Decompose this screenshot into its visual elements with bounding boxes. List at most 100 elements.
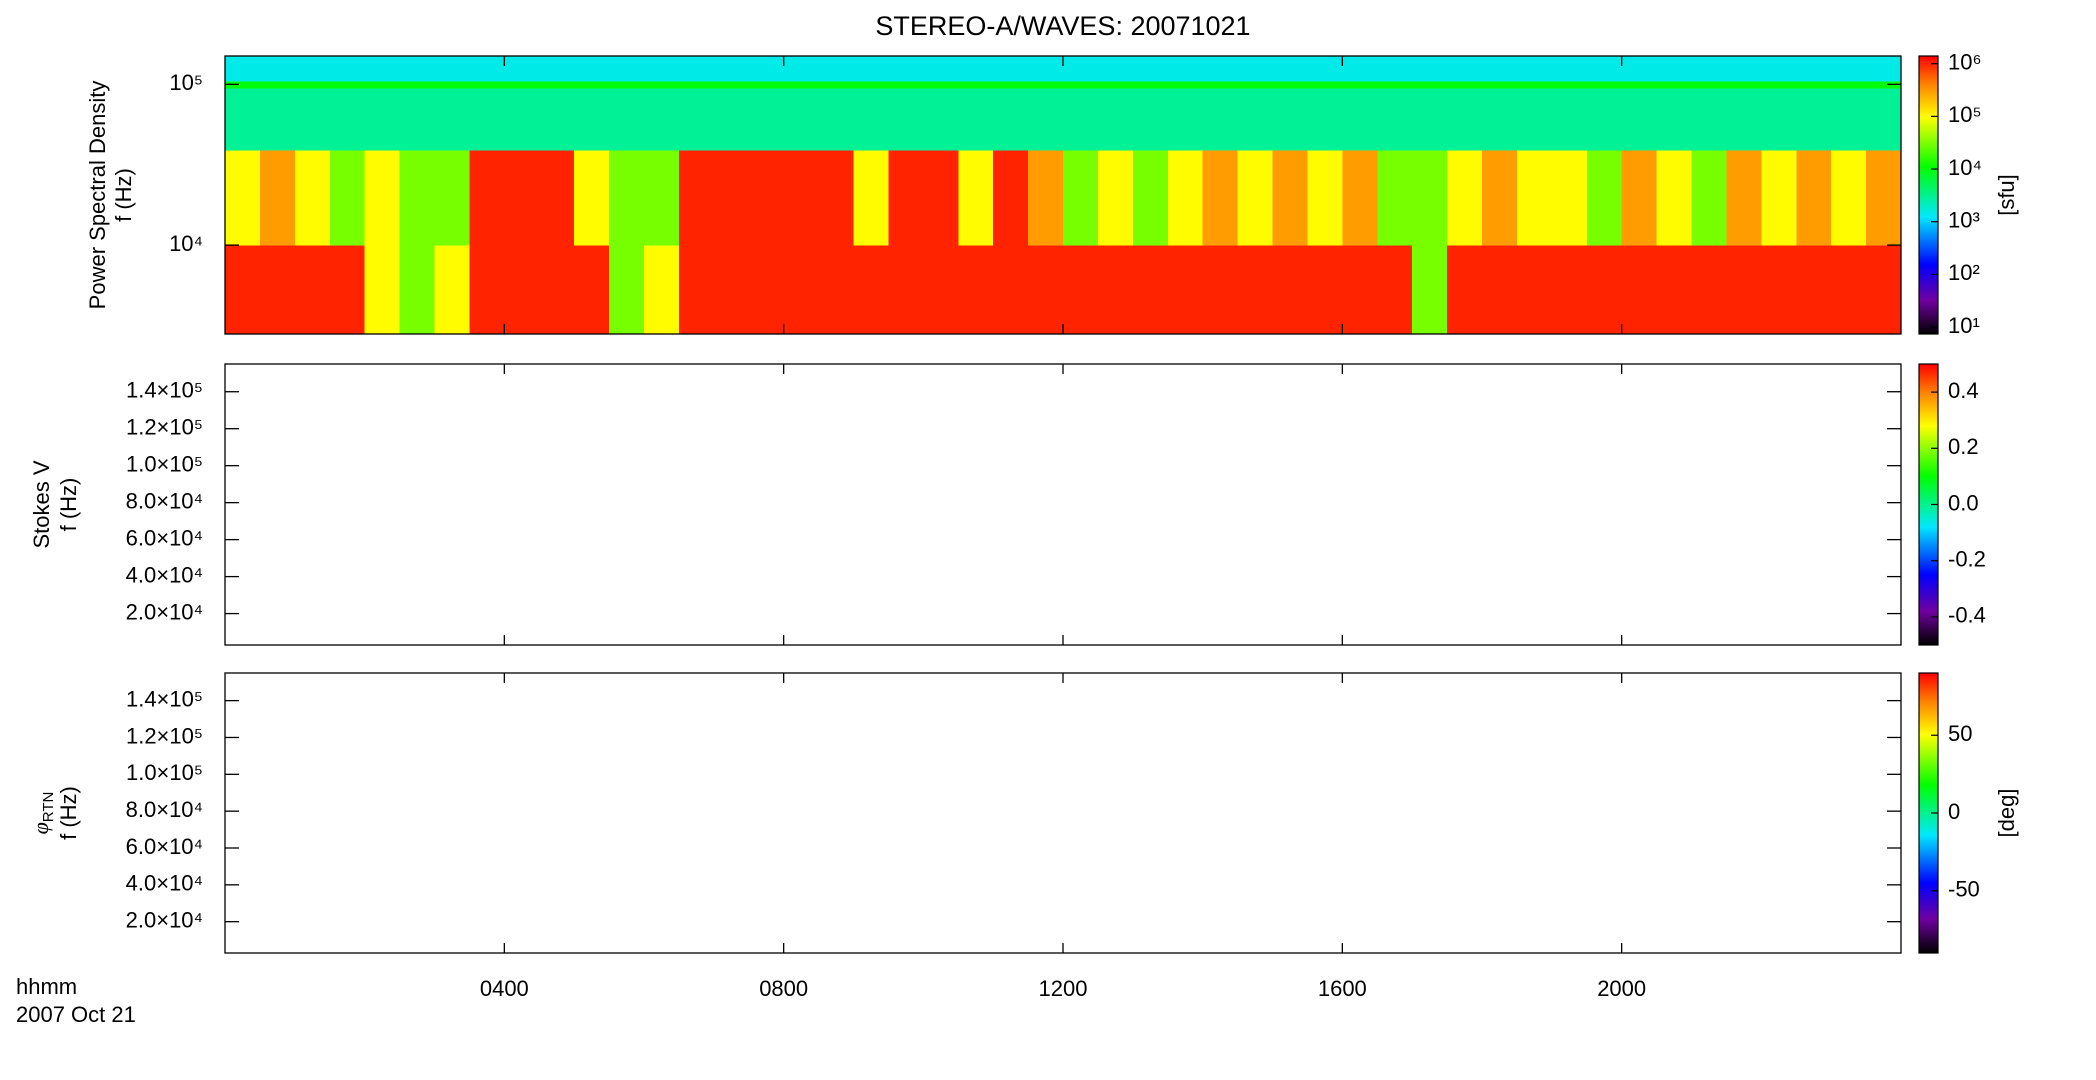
heatmap-cell xyxy=(1097,245,1134,335)
heatmap-cell xyxy=(504,245,540,335)
colorbar-tick-label: 50 xyxy=(1948,721,1972,746)
heatmap-cell xyxy=(294,87,331,151)
heatmap-cell xyxy=(1342,87,1378,151)
heatmap-cell xyxy=(294,56,331,82)
heatmap-cell xyxy=(294,80,331,89)
heatmap-cell xyxy=(853,80,890,89)
heatmap-cell xyxy=(818,150,855,246)
heatmap-cell xyxy=(1866,80,1902,89)
heatmap-cell xyxy=(259,150,296,246)
heatmap-cell xyxy=(1586,150,1623,246)
heatmap-cell xyxy=(958,80,994,89)
heatmap-cell xyxy=(853,56,890,82)
heatmap-cell xyxy=(1063,150,1099,246)
heatmap-cell xyxy=(1132,150,1169,246)
heatmap-cell xyxy=(888,56,924,82)
heatmap-cell xyxy=(783,56,820,82)
heatmap-cell xyxy=(1377,56,1413,82)
heatmap-cell xyxy=(1621,245,1658,335)
heatmap-cell xyxy=(1307,80,1343,89)
heatmap-cell xyxy=(1167,245,1204,335)
heatmap-cell xyxy=(923,87,959,151)
y-tick-label: 2.0×10⁴ xyxy=(126,599,203,624)
heatmap-cell xyxy=(1831,80,1867,89)
heatmap-cell xyxy=(1097,150,1134,246)
heatmap-cell xyxy=(713,150,750,246)
heatmap-cell xyxy=(1866,56,1902,82)
heatmap-cell xyxy=(1726,87,1762,151)
heatmap-cell xyxy=(644,245,680,335)
heatmap-cell xyxy=(329,150,366,246)
heatmap-cell xyxy=(1132,56,1169,82)
heatmap-cell xyxy=(294,245,331,335)
heatmap-cell xyxy=(783,80,820,89)
heatmap-cell xyxy=(644,56,680,82)
heatmap-cell xyxy=(539,150,575,246)
heatmap-cell xyxy=(1796,245,1832,335)
heatmap-cell xyxy=(818,87,855,151)
y-axis-label: Stokes V xyxy=(29,460,54,548)
heatmap-cell xyxy=(1866,87,1902,151)
y-axis-label-symbol: φ xyxy=(28,822,53,834)
heatmap-cell xyxy=(1761,56,1797,82)
y-axis-label: f (Hz) xyxy=(56,478,81,532)
x-tick-label: 2000 xyxy=(1597,976,1646,1001)
heatmap-cell xyxy=(434,245,471,335)
y-tick-label: 1.2×10⁵ xyxy=(126,723,203,748)
heatmap-cell xyxy=(1691,87,1728,151)
heatmap-cell xyxy=(1272,56,1309,82)
heatmap-cell xyxy=(329,245,366,335)
heatmap-cell xyxy=(1656,80,1693,89)
heatmap-cell xyxy=(469,87,505,151)
heatmap-cell xyxy=(1272,87,1309,151)
heatmap-cell xyxy=(1307,56,1343,82)
heatmap-cell xyxy=(644,87,680,151)
heatmap-cell xyxy=(1342,56,1378,82)
heatmap-cell xyxy=(713,56,750,82)
heatmap-cell xyxy=(1726,80,1762,89)
heatmap-cell xyxy=(1272,150,1309,246)
heatmap-cell xyxy=(1656,245,1693,335)
y-tick-label: 8.0×10⁴ xyxy=(126,797,203,822)
heatmap-cell xyxy=(748,150,785,246)
heatmap-cell xyxy=(1516,80,1553,89)
heatmap-cell xyxy=(888,87,924,151)
heatmap-cell xyxy=(1831,245,1867,335)
heatmap-cell xyxy=(1307,87,1343,151)
heatmap-cell xyxy=(1412,245,1448,335)
y-axis-label: Power Spectral Density xyxy=(85,81,110,310)
plot-frame xyxy=(224,672,1902,954)
heatmap-cell xyxy=(1202,56,1239,82)
colorbar-tick-label: 10⁶ xyxy=(1948,50,1982,75)
heatmap-cell xyxy=(259,87,296,151)
colorbar-tick-label: -50 xyxy=(1948,877,1980,902)
heatmap-cell xyxy=(469,80,505,89)
heatmap-cell xyxy=(1866,245,1902,335)
heatmap-cell xyxy=(1691,80,1728,89)
heatmap-cell xyxy=(504,56,540,82)
heatmap-cell xyxy=(1377,245,1413,335)
heatmap-cell xyxy=(1342,150,1378,246)
heatmap-cell xyxy=(1028,87,1064,151)
chart-title: STEREO-A/WAVES: 20071021 xyxy=(875,11,1250,41)
heatmap-cell xyxy=(1761,245,1797,335)
y-tick-label: 10⁵ xyxy=(169,70,203,95)
x-tick-label: 0400 xyxy=(480,976,529,1001)
heatmap-cell xyxy=(678,87,715,151)
heatmap-cell xyxy=(678,80,715,89)
heatmap-cell xyxy=(574,56,610,82)
heatmap-cell xyxy=(993,245,1029,335)
heatmap-cell xyxy=(1342,80,1378,89)
y-tick-label: 1.0×10⁵ xyxy=(126,451,203,476)
heatmap-cell xyxy=(225,87,261,151)
heatmap-cell xyxy=(225,245,261,335)
heatmap-cell xyxy=(574,80,610,89)
heatmap-cell xyxy=(609,56,645,82)
heatmap-cell xyxy=(1656,87,1693,151)
heatmap-cell xyxy=(1237,56,1274,82)
heatmap-cell xyxy=(923,245,959,335)
heatmap-cell xyxy=(853,245,890,335)
heatmap-cell xyxy=(923,80,959,89)
heatmap-cell xyxy=(1307,245,1343,335)
